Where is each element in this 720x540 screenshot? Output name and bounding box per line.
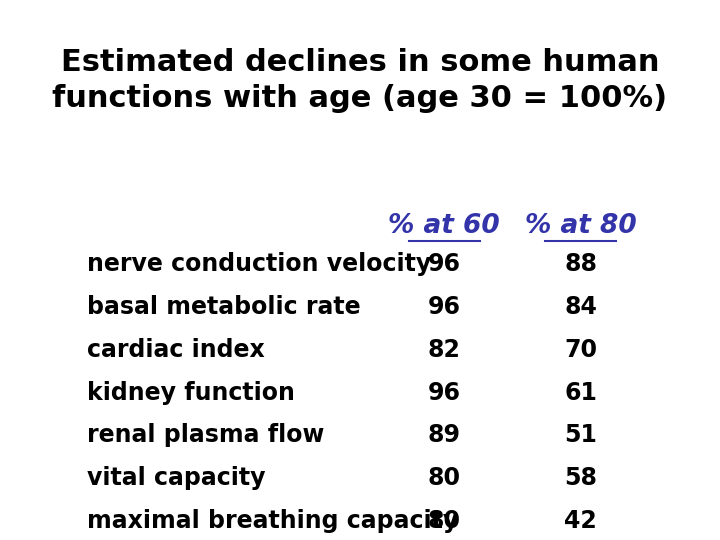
Text: 96: 96: [428, 252, 461, 276]
Text: nerve conduction velocity: nerve conduction velocity: [87, 252, 432, 276]
Text: maximal breathing capacity: maximal breathing capacity: [87, 509, 459, 533]
Text: 82: 82: [428, 338, 461, 362]
Text: kidney function: kidney function: [87, 381, 295, 404]
Text: cardiac index: cardiac index: [87, 338, 265, 362]
Text: 80: 80: [428, 466, 461, 490]
Text: 84: 84: [564, 295, 597, 319]
Text: 96: 96: [428, 381, 461, 404]
Text: 61: 61: [564, 381, 597, 404]
Text: 88: 88: [564, 252, 597, 276]
Text: Estimated declines in some human
functions with age (age 30 = 100%): Estimated declines in some human functio…: [53, 48, 667, 113]
Text: renal plasma flow: renal plasma flow: [87, 423, 325, 447]
Text: 70: 70: [564, 338, 597, 362]
Text: vital capacity: vital capacity: [87, 466, 266, 490]
Text: % at 60: % at 60: [389, 213, 500, 239]
Text: 51: 51: [564, 423, 597, 447]
Text: 80: 80: [428, 509, 461, 533]
Text: % at 80: % at 80: [525, 213, 636, 239]
Text: 42: 42: [564, 509, 597, 533]
Text: 96: 96: [428, 295, 461, 319]
Text: 58: 58: [564, 466, 597, 490]
Text: 89: 89: [428, 423, 461, 447]
Text: basal metabolic rate: basal metabolic rate: [87, 295, 361, 319]
